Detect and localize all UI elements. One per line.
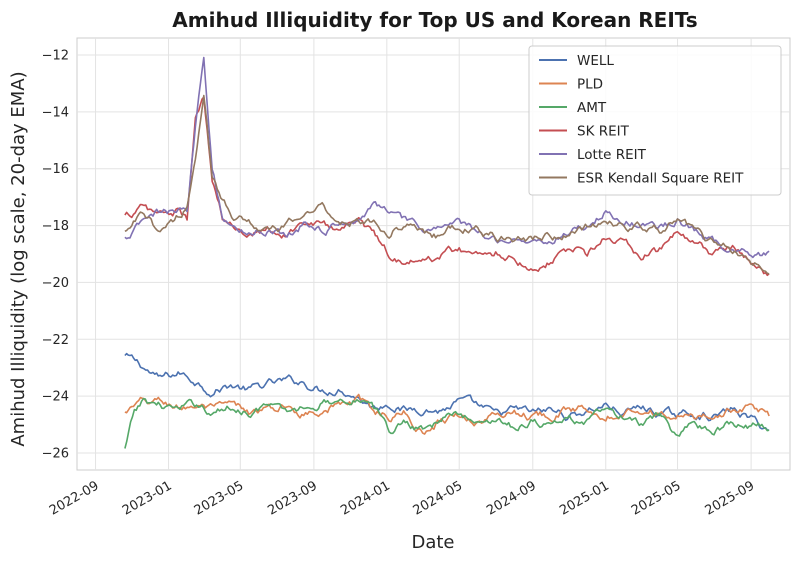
series-line-lotte-reit: [124, 56, 770, 259]
y-tick-label: −18: [42, 219, 69, 234]
series-line-well: [124, 352, 770, 431]
x-axis-label: Date: [411, 532, 454, 553]
legend-label: WELL: [577, 53, 614, 69]
x-tick-label: 2024-05: [411, 478, 466, 518]
x-tick-label: 2022-09: [47, 478, 102, 518]
x-tick-labels: 2022-09 2023-01 2023-05 2023-09 2024-01 2024-…: [47, 478, 757, 518]
y-tick-label: −24: [42, 390, 69, 405]
y-axis-label: Amihud Illiquidity (log scale, 20-day EM…: [8, 71, 29, 446]
y-tick-label: −14: [42, 105, 69, 120]
legend-label: AMT: [577, 100, 607, 116]
x-tick-label: 2025-05: [629, 478, 684, 518]
legend-label: PLD: [577, 77, 603, 93]
series-line-esr-kendall-square-reit: [124, 94, 770, 275]
x-tick-label: 2024-09: [484, 478, 539, 518]
series-line-amt: [124, 397, 770, 449]
y-tick-label: −20: [42, 276, 69, 291]
x-tick-label: 2024-01: [338, 478, 393, 518]
legend-label: SK REIT: [577, 124, 630, 140]
series-lines: [124, 56, 770, 449]
chart-title: Amihud Illiquidity for Top US and Korean…: [172, 8, 697, 32]
y-tick-label: −16: [42, 162, 69, 177]
legend-box: [528, 45, 782, 196]
legend-label: Lotte REIT: [577, 147, 647, 163]
legend-label: ESR Kendall Square REIT: [577, 171, 744, 187]
y-tick-labels: −26 −24 −22 −20 −18 −16 −14 −12: [42, 49, 69, 462]
x-tick-label: 2025-09: [703, 478, 758, 518]
series-line-pld: [124, 393, 770, 435]
y-tick-label: −26: [42, 446, 69, 461]
x-tick-label: 2025-01: [557, 478, 612, 518]
legend: WELL PLD AMT SK REIT Lotte REIT ESR Kendall S…: [528, 45, 782, 196]
y-tick-label: −12: [42, 49, 69, 64]
x-tick-label: 2023-05: [192, 478, 247, 518]
y-tick-label: −22: [42, 333, 69, 348]
x-tick-label: 2023-09: [265, 478, 320, 518]
x-tick-label: 2023-01: [120, 478, 175, 518]
